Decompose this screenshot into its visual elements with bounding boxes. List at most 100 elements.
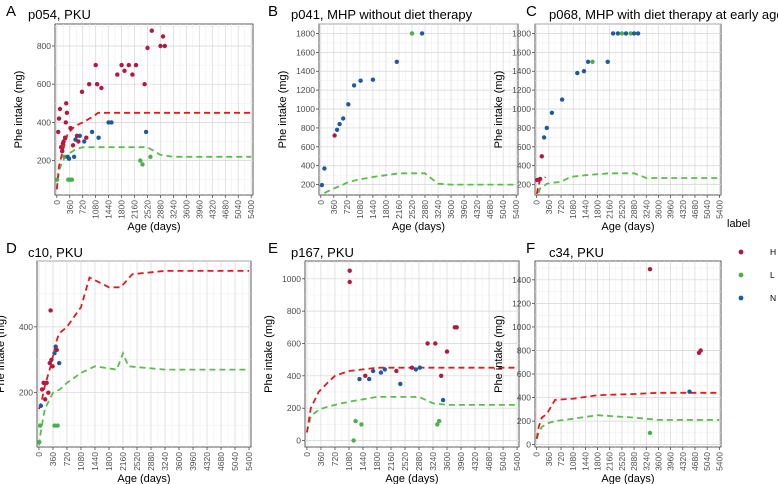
- point-H: [87, 82, 92, 87]
- x-tick-label: 0: [532, 200, 542, 205]
- point-H: [698, 348, 703, 353]
- point-H: [39, 387, 45, 392]
- legend: label H L N: [727, 218, 776, 303]
- point-H: [94, 82, 100, 87]
- point-L: [619, 31, 625, 36]
- panel-title: p054, PKU: [28, 7, 91, 22]
- x-tick-label: 3600: [442, 452, 452, 471]
- point-H: [41, 380, 46, 385]
- point-L: [140, 162, 145, 167]
- x-tick-label: 2880: [155, 200, 165, 219]
- y-tick-label: 200: [19, 388, 33, 398]
- minor-grid: [37, 260, 251, 447]
- x-axis-label: Age (days): [601, 473, 654, 484]
- point-N: [559, 97, 565, 102]
- x-tick-label: 3240: [428, 452, 438, 471]
- point-N: [378, 370, 384, 375]
- y-tick-label: 1400: [296, 66, 315, 76]
- point-N: [351, 83, 357, 88]
- y-axis-label: Phe intake (mg): [0, 315, 7, 393]
- legend-title: label: [727, 218, 750, 230]
- x-tick-label: 5400: [714, 452, 724, 471]
- major-grid: [55, 24, 253, 195]
- point-H: [54, 347, 59, 353]
- point-H: [48, 308, 53, 313]
- x-tick-label: 3600: [174, 452, 184, 471]
- x-tick-label: 2160: [118, 452, 128, 471]
- point-N: [631, 31, 637, 36]
- x-tick-label: 4320: [678, 452, 688, 471]
- y-tick-label: 400: [517, 161, 531, 171]
- x-tick-label: 1080: [568, 452, 578, 471]
- y-tick-label: 800: [287, 306, 301, 316]
- panel-letter: F: [526, 240, 535, 257]
- legend-label: N: [770, 293, 776, 303]
- x-tick-label: 1440: [358, 452, 368, 471]
- point-N: [398, 381, 403, 387]
- point-N: [77, 133, 83, 138]
- panel-title: p068, MHP with diet therapy at early age: [549, 7, 778, 22]
- x-tick-label: 1440: [90, 452, 100, 471]
- x-tick-label: 720: [78, 200, 88, 214]
- x-tick-label: 5400: [512, 452, 522, 471]
- x-tick-label: 2880: [629, 452, 639, 471]
- point-L: [62, 154, 67, 159]
- major-grid: [37, 261, 251, 447]
- point-H: [56, 129, 61, 135]
- x-tick-label: 720: [62, 452, 72, 466]
- x-tick-label: 0: [302, 452, 312, 457]
- y-tick-label: 800: [37, 41, 51, 51]
- x-tick-label: 0: [52, 200, 62, 205]
- point-H: [537, 176, 543, 182]
- x-tick-label: 2160: [605, 452, 615, 471]
- point-N: [96, 135, 101, 140]
- red-dashed-line: [535, 391, 720, 439]
- y-tick-label: 1600: [512, 47, 531, 57]
- point-N: [610, 31, 616, 36]
- point-N: [635, 31, 641, 36]
- x-tick-label: 1440: [104, 200, 114, 219]
- legend-key-N: [738, 295, 744, 301]
- y-axis-label: Phe intake (mg): [263, 315, 275, 393]
- x-tick-label: 0: [34, 452, 44, 457]
- point-L: [52, 423, 57, 428]
- x-tick-label: 3960: [188, 452, 198, 471]
- x-tick-label: 4680: [690, 452, 700, 471]
- point-N: [341, 116, 346, 121]
- point-H: [126, 62, 131, 68]
- y-tick-label: 600: [287, 338, 301, 348]
- point-H: [363, 373, 368, 378]
- panel-title: c34, PKU: [549, 245, 604, 260]
- point-N: [419, 31, 425, 36]
- point-N: [89, 129, 95, 135]
- x-tick-label: 1800: [117, 200, 127, 219]
- y-tick-label: 200: [517, 180, 531, 190]
- point-N: [66, 156, 72, 161]
- legend-key-L: [738, 272, 744, 278]
- point-H: [56, 116, 62, 121]
- x-tick-label: 2880: [414, 452, 424, 471]
- panel-title: p041, MHP without diet therapy: [291, 7, 473, 22]
- point-N: [417, 365, 422, 370]
- point-H: [84, 135, 89, 140]
- x-tick-label: 5400: [244, 452, 254, 471]
- x-tick-label: 2160: [130, 200, 140, 219]
- x-tick-label: 1800: [372, 452, 382, 471]
- x-axis-label: Age (days): [601, 221, 654, 233]
- point-H: [122, 68, 127, 74]
- x-tick-label: 5040: [498, 200, 508, 219]
- point-H: [63, 120, 68, 125]
- y-axis-label: Phe intake (mg): [13, 71, 25, 149]
- x-tick-label: 720: [330, 452, 340, 466]
- point-N: [575, 70, 580, 76]
- y-tick-label: 600: [301, 142, 315, 152]
- point-N: [581, 69, 587, 74]
- x-tick-label: 4680: [484, 452, 494, 471]
- point-N: [541, 135, 547, 140]
- point-N: [623, 31, 629, 36]
